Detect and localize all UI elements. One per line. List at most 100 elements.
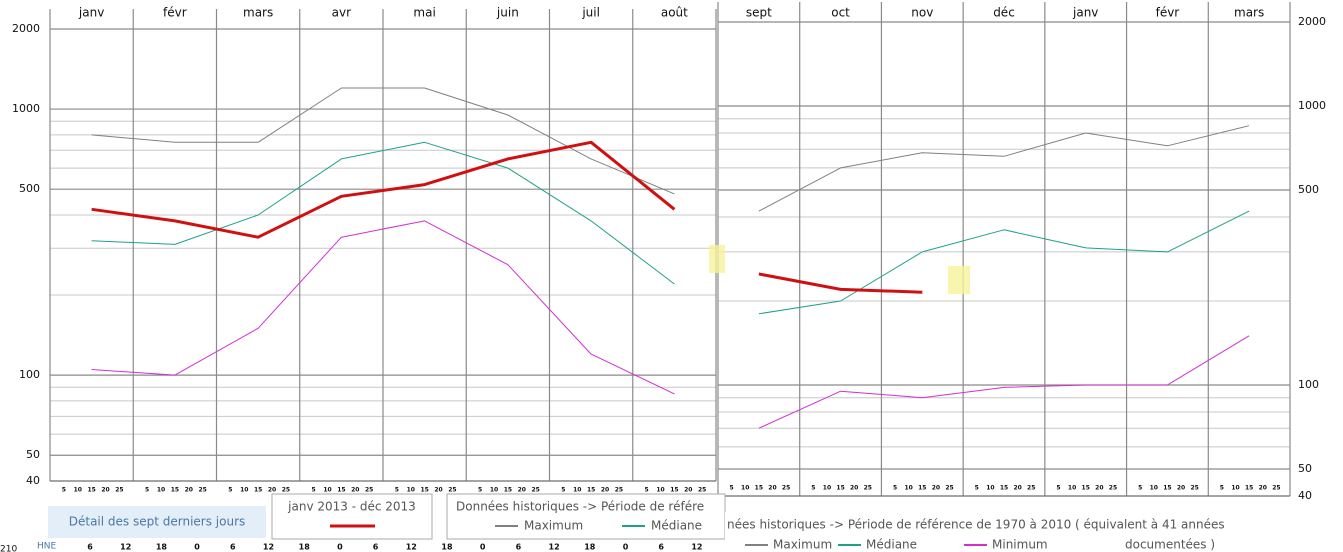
charts: 40 50 100 500 1000 2000 janv 5 10 15 20 25 févr 5 10 15…: [12, 0, 1343, 512]
x-tick-label: déc: [993, 6, 1015, 20]
day-tick-label: 15: [504, 487, 512, 494]
day-tick-label: 10: [656, 487, 664, 494]
day-tick-label: 25: [782, 485, 790, 492]
x-tick-label: févr: [163, 6, 187, 20]
hour-label: 6: [658, 543, 664, 552]
legend-label: Maximum: [773, 538, 832, 552]
y-tick-label: 100: [19, 368, 40, 381]
day-tick-label: 15: [587, 487, 595, 494]
hour-label: 0: [194, 543, 200, 552]
day-tick-label: 5: [145, 487, 149, 494]
x-tick-label: févr: [1156, 6, 1180, 20]
day-tick-label: 20: [185, 487, 193, 494]
x-tick-label: mars: [243, 6, 273, 20]
chart: 40 50 100 500 1000 2000 sept 5 10 15 20 25 oct 5 10 15 2…: [717, 0, 1343, 512]
day-tick-label: 20: [351, 487, 359, 494]
day-tick-label: 10: [1068, 485, 1076, 492]
day-tick-label: 20: [1095, 485, 1103, 492]
day-tick-label: 25: [365, 487, 373, 494]
x-tick-label: août: [661, 6, 688, 20]
detail-button-label[interactable]: Détail des sept derniers jours: [69, 515, 246, 529]
day-tick-label: 5: [478, 487, 482, 494]
hour-label: 12: [120, 543, 131, 552]
series-line: [758, 335, 1250, 429]
hour-label: 12: [263, 543, 274, 552]
day-tick-label: 10: [74, 487, 82, 494]
day-tick-label: 15: [918, 485, 926, 492]
series-line: [91, 141, 675, 285]
chart: 40 50 100 500 1000 2000 janv 5 10 15 20 25 févr 5 10 15…: [12, 6, 717, 494]
x-tick-label: nov: [911, 6, 933, 20]
day-tick-label: 5: [62, 487, 66, 494]
hour-label: 6: [516, 543, 522, 552]
hour-label: 12: [691, 543, 702, 552]
day-tick-label: 20: [1013, 485, 1021, 492]
hour-label: 18: [441, 543, 453, 552]
hour-label: 0: [337, 543, 343, 552]
day-tick-label: 5: [811, 485, 815, 492]
day-tick-label: 10: [1231, 485, 1239, 492]
hour-label: 6: [87, 543, 93, 552]
day-tick-label: 10: [407, 487, 415, 494]
day-tick-label: 10: [986, 485, 994, 492]
day-tick-label: 20: [434, 487, 442, 494]
day-tick-label: 25: [282, 487, 290, 494]
legend-title: Données historiques -> Période de référe: [456, 500, 704, 514]
day-tick-label: 20: [1177, 485, 1185, 492]
day-tick-label: 25: [448, 487, 456, 494]
chart-background: [718, 0, 1343, 512]
day-tick-label: 20: [268, 487, 276, 494]
day-tick-label: 10: [240, 487, 248, 494]
day-tick-label: 25: [945, 485, 953, 492]
series-line: [758, 272, 923, 294]
y-tick-label: 40: [1298, 489, 1312, 502]
x-tick-label: mars: [1234, 6, 1264, 20]
day-tick-label: 20: [518, 487, 526, 494]
series-line: [758, 125, 1250, 212]
day-tick-label: 10: [823, 485, 831, 492]
day-tick-label: 15: [836, 485, 844, 492]
x-tick-label: juin: [496, 6, 519, 20]
legend-label: janv 2013 - déc 2013: [287, 500, 416, 514]
day-tick-label: 15: [254, 487, 262, 494]
x-tick-label: janv: [1072, 6, 1098, 20]
day-tick-label: 5: [1138, 485, 1142, 492]
day-tick-label: 25: [1027, 485, 1035, 492]
hour-label: 18: [156, 543, 168, 552]
hour-label: 18: [584, 543, 596, 552]
day-tick-label: 10: [904, 485, 912, 492]
legend-label: Maximum: [524, 519, 583, 533]
recent-highlight: [709, 245, 725, 273]
series-line: [758, 210, 1250, 315]
detail-button[interactable]: [48, 506, 266, 538]
day-tick-label: 25: [615, 487, 623, 494]
day-tick-label: 15: [337, 487, 345, 494]
day-tick-label: 5: [1220, 485, 1224, 492]
hour-label: 12: [549, 543, 560, 552]
day-tick-label: 5: [561, 487, 565, 494]
day-tick-label: 25: [198, 487, 206, 494]
hours-row: 6 12 18 0 6 12 18 0 6 12 18 0 6 12 18 0 6 12: [87, 543, 702, 552]
day-tick-label: 20: [1259, 485, 1267, 492]
y-tick-label: 500: [19, 182, 40, 195]
series-line: [91, 140, 676, 239]
day-tick-label: 10: [741, 485, 749, 492]
day-tick-label: 15: [1000, 485, 1008, 492]
y-tick-label: 50: [26, 448, 40, 461]
day-tick-label: 25: [115, 487, 123, 494]
day-tick-label: 15: [87, 487, 95, 494]
day-tick-label: 20: [101, 487, 109, 494]
legend-box: [271, 493, 433, 540]
clipped-label: 210: [0, 545, 17, 552]
day-tick-label: 5: [228, 487, 232, 494]
day-tick-label: 20: [932, 485, 940, 492]
day-tick-label: 10: [1150, 485, 1158, 492]
day-tick-label: 10: [157, 487, 165, 494]
day-tick-label: 10: [490, 487, 498, 494]
legend-box: [446, 493, 726, 540]
day-tick-label: 25: [864, 485, 872, 492]
x-tick-label: mai: [413, 6, 435, 20]
y-tick-label: 2000: [1298, 15, 1326, 28]
